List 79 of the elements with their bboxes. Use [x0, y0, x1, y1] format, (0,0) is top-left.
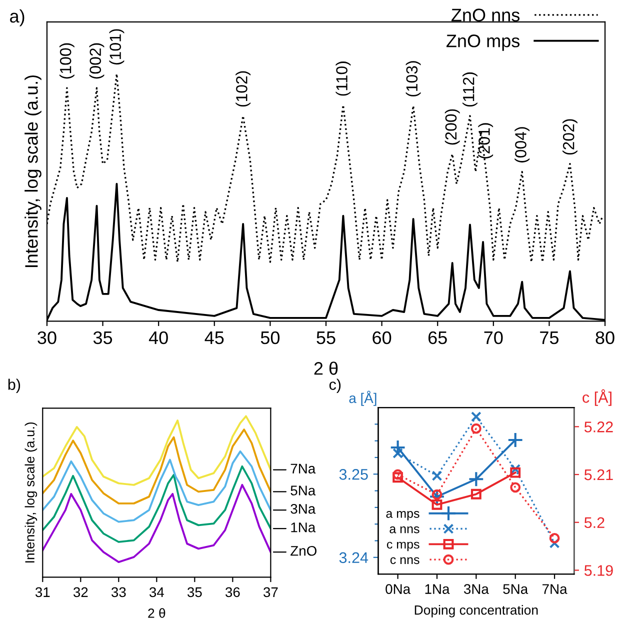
- x-tick-label: 50: [260, 331, 280, 344]
- annotation: (200): [444, 109, 460, 145]
- series-label: 1Na: [291, 522, 316, 532]
- point: [507, 432, 524, 448]
- x-tick-label: 55: [316, 332, 336, 344]
- x-tick-label: 0Na: [386, 584, 411, 594]
- legend-label: a nns: [390, 526, 420, 534]
- x-tick-label: 35: [93, 331, 112, 344]
- text: a): [10, 9, 24, 26]
- series-label: 3Na: [290, 504, 316, 514]
- y-axis-title: Intensity, log scale (a.u.): [24, 422, 38, 562]
- x-tick-label: 45: [204, 332, 224, 344]
- point: [470, 488, 482, 500]
- legend-label: ZnO mps: [446, 34, 520, 51]
- x-tick-label: 32: [73, 587, 88, 598]
- x-tick-label: 40: [148, 331, 168, 344]
- annotation: (103): [406, 61, 421, 96]
- point: [549, 538, 560, 548]
- point: [429, 488, 445, 505]
- point: [468, 471, 484, 488]
- point: [432, 470, 442, 482]
- point: [470, 411, 482, 422]
- legend-label: a mps: [386, 511, 420, 520]
- point: [432, 489, 442, 500]
- y2-tick-label: 5.2: [584, 517, 604, 528]
- point: [510, 482, 521, 493]
- series-label: ZnO: [290, 546, 316, 556]
- y-axis-title: a [Å]: [349, 390, 376, 406]
- x-tick-label: 65: [428, 331, 447, 344]
- x-tick-label: 7Na: [542, 584, 568, 594]
- legend-label: c mps: [386, 542, 420, 552]
- x-tick-label: 60: [372, 331, 392, 344]
- text: b): [8, 378, 20, 393]
- point: [470, 423, 482, 434]
- y2-tick-label: 5.21: [584, 469, 613, 480]
- x-axis-title: 2 θ: [314, 362, 338, 375]
- x-tick-label: 35: [187, 587, 202, 598]
- annotation: (110): [336, 62, 351, 96]
- annotation: (201): [478, 123, 494, 158]
- legend-label: ZnO nns: [451, 8, 520, 22]
- point: [549, 532, 560, 544]
- x-tick-label: 31: [35, 587, 50, 598]
- point: [390, 440, 406, 456]
- point: [432, 499, 442, 510]
- legend-label: c nns: [390, 557, 420, 564]
- annotation: (101): [109, 29, 124, 65]
- x-tick-label: 37: [263, 587, 278, 598]
- annotation: (100): [60, 43, 74, 79]
- x-tick-label: 33: [111, 587, 126, 598]
- point: [392, 472, 404, 483]
- x-tick-label: 30: [38, 331, 56, 344]
- point: [392, 469, 404, 480]
- y2-tick-label: 5.19: [584, 565, 613, 576]
- point: [392, 448, 404, 459]
- annotation: (004): [514, 127, 530, 162]
- annotation: (102): [236, 71, 251, 107]
- x-tick-label: 75: [540, 332, 558, 344]
- x-tick-label: 36: [225, 587, 240, 598]
- x-axis-title: 2 θ: [148, 608, 166, 618]
- x-tick-label: 3Na: [464, 584, 489, 594]
- annotation: (202): [562, 119, 578, 155]
- text: c): [329, 378, 341, 393]
- y2-tick-label: 5.22: [584, 422, 613, 432]
- x-tick-label: 5Na: [503, 584, 528, 594]
- series-label: 5Na: [290, 486, 316, 496]
- point: [510, 464, 521, 474]
- x-axis-title: Doping concentration: [414, 605, 538, 618]
- annotation: (112): [462, 72, 478, 107]
- annotation: (002): [89, 43, 104, 79]
- x-tick-label: 34: [149, 587, 164, 598]
- point: [510, 467, 521, 478]
- x-tick-label: 1Na: [425, 584, 450, 594]
- y-axis-title: Intensity, log scale (a.u.): [24, 75, 42, 268]
- y-tick-label: 3.24: [339, 552, 368, 564]
- y2-axis-title: c [Å]: [582, 389, 612, 406]
- y-tick-label: 3.25: [339, 469, 368, 480]
- x-tick-label: 80: [596, 331, 614, 344]
- x-tick-label: 70: [484, 331, 503, 344]
- series-label: 7Na: [290, 464, 316, 474]
